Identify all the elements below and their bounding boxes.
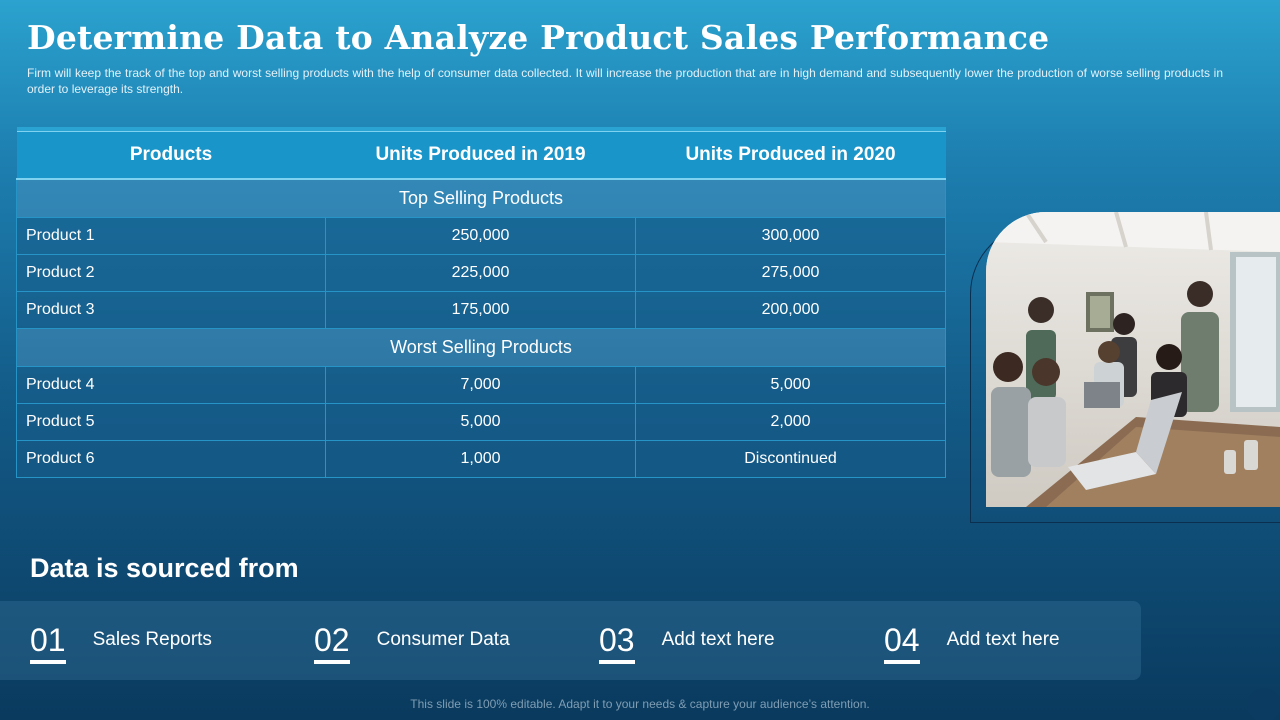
units-2020: 275,000 [635,253,946,292]
units-2019: 5,000 [325,402,636,441]
source-label: Add text here [661,629,775,650]
source-label: Add text here [946,629,1060,650]
corner-decoration [1247,688,1280,720]
product-name: Product 3 [16,290,326,329]
product-name: Product 2 [16,253,326,292]
units-2019: 7,000 [325,365,636,404]
source-item: 02 Consumer Data [314,622,510,664]
table-row: Product 1 250,000 300,000 [16,216,946,255]
column-header: Products [16,130,326,180]
table-header-row: Products Units Produced in 2019 Units Pr… [16,130,946,180]
units-2020: 300,000 [635,216,946,255]
source-number: 02 [314,622,350,664]
section-row: Worst Selling Products [16,327,946,367]
sources-band [0,601,1141,680]
column-header: Units Produced in 2019 [325,130,636,180]
table-row: Product 5 5,000 2,000 [16,402,946,441]
team-meeting-photo [986,212,1280,507]
products-table: Products Units Produced in 2019 Units Pr… [16,127,946,478]
sources-heading: Data is sourced from [30,553,299,583]
units-2019: 250,000 [325,216,636,255]
units-2020: 2,000 [635,402,946,441]
units-2020: 5,000 [635,365,946,404]
source-item: 03 Add text here [599,622,775,664]
source-label: Consumer Data [376,629,510,650]
product-name: Product 1 [16,216,326,255]
source-item: 01 Sales Reports [30,622,212,664]
section-row: Top Selling Products [16,178,946,218]
source-number: 03 [599,622,635,664]
source-number: 01 [30,622,66,664]
section-label: Worst Selling Products [16,327,946,367]
units-2020: Discontinued [635,439,946,478]
column-header: Units Produced in 2020 [635,130,946,180]
product-name: Product 4 [16,365,326,404]
units-2020: 200,000 [635,290,946,329]
units-2019: 225,000 [325,253,636,292]
footer-note: This slide is 100% editable. Adapt it to… [410,697,870,711]
units-2019: 175,000 [325,290,636,329]
page-title: Determine Data to Analyze Product Sales … [27,18,1050,57]
table-row: Product 4 7,000 5,000 [16,365,946,404]
section-label: Top Selling Products [16,178,946,218]
table-row: Product 6 1,000 Discontinued [16,439,946,478]
source-number: 04 [884,622,920,664]
source-label: Sales Reports [92,629,212,650]
units-2019: 1,000 [325,439,636,478]
product-name: Product 5 [16,402,326,441]
table-row: Product 2 225,000 275,000 [16,253,946,292]
page-subtitle: Firm will keep the track of the top and … [27,66,1223,96]
product-name: Product 6 [16,439,326,478]
table-row: Product 3 175,000 200,000 [16,290,946,329]
source-item: 04 Add text here [884,622,1060,664]
